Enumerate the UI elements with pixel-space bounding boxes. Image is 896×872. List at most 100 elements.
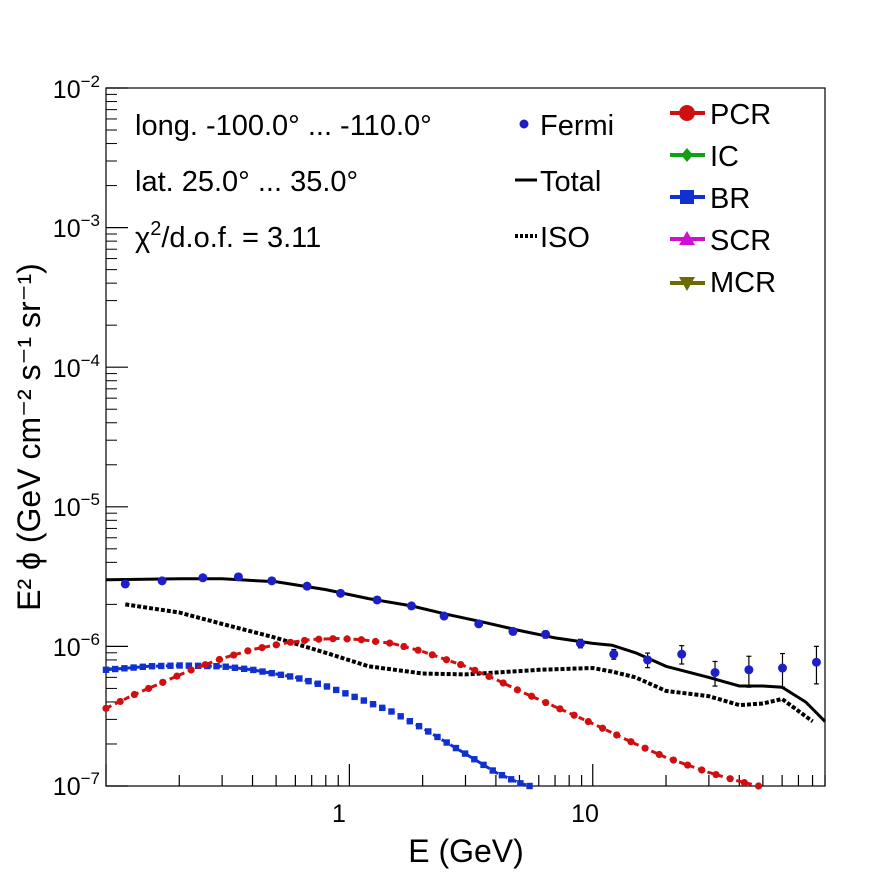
latitude-annotation: lat. 25.0° ... 35.0°: [135, 166, 358, 198]
y-tick-label: 10−2: [53, 72, 100, 104]
legend-fermi-marker: [519, 119, 529, 129]
series-iso-line: [125, 602, 814, 724]
pcr-marker: [669, 756, 678, 764]
y-tick-marks: [106, 87, 128, 787]
x-tick-label: 10: [571, 800, 599, 828]
fermi-point: [439, 611, 449, 621]
br-marker: [406, 718, 414, 725]
x-tick-label: 1: [332, 800, 346, 828]
y-tick-label: 10−5: [53, 490, 100, 522]
br-marker: [305, 677, 312, 685]
br-marker: [517, 780, 524, 787]
y-tick-labels: 10−7 10−6 10−5 10−4 10−3 10−2: [53, 72, 100, 801]
y-tick-label: 10−4: [53, 351, 100, 383]
br-marker: [296, 675, 303, 682]
br-marker: [498, 771, 506, 779]
legend-mcr-marker: [679, 277, 695, 291]
pcr-marker: [414, 646, 422, 654]
br-marker: [480, 761, 487, 769]
br-marker: [240, 665, 248, 673]
fermi-point: [157, 576, 167, 586]
pcr-marker: [201, 661, 209, 669]
fermi-point: [198, 573, 208, 583]
pcr-marker: [754, 782, 763, 790]
fermi-point: [336, 588, 346, 598]
series-total-line: [105, 577, 827, 723]
pcr-marker: [556, 705, 564, 713]
chi2-annotation: χ2/d.o.f. = 3.11: [135, 218, 321, 254]
br-marker: [351, 693, 358, 701]
br-marker: [185, 662, 193, 669]
y-tick-label: 10−6: [53, 630, 100, 662]
fermi-point: [811, 657, 821, 667]
legend-pcr: PCR: [670, 99, 771, 131]
pcr-marker: [116, 697, 124, 706]
pcr-marker: [584, 717, 592, 726]
legend-pcr-marker: [679, 105, 695, 121]
br-marker: [222, 663, 229, 670]
pcr-marker: [513, 686, 521, 694]
fermi-point: [744, 665, 754, 675]
pcr-marker: [286, 638, 295, 646]
br-marker: [443, 739, 450, 746]
fermi-point: [302, 581, 312, 591]
fermi-point: [777, 663, 787, 673]
legend-total: Total: [515, 166, 601, 198]
pcr-marker: [613, 731, 621, 739]
br-marker: [526, 782, 533, 790]
pcr-marker: [442, 656, 451, 664]
br-marker: [148, 663, 156, 670]
br-marker: [213, 663, 220, 670]
br-marker: [397, 713, 404, 720]
legend-ic-label: IC: [710, 141, 739, 173]
pcr-marker: [712, 770, 720, 779]
y-axis-title: E² ϕ (GeV cm⁻² s⁻¹ sr⁻¹): [11, 263, 47, 611]
br-marker: [268, 669, 275, 677]
x-tick-marks: [105, 764, 826, 786]
pcr-marker: [386, 639, 394, 647]
pcr-marker: [684, 761, 692, 769]
br-marker: [286, 673, 294, 680]
pcr-marker: [130, 690, 138, 699]
fermi-point: [643, 655, 653, 665]
pcr-marker: [173, 672, 181, 680]
legend-mcr: MCR: [670, 267, 776, 299]
longitude-annotation: long. -100.0° ... -110.0°: [135, 110, 432, 142]
pcr-marker: [570, 711, 578, 719]
br-marker: [231, 664, 239, 671]
pcr-marker: [542, 698, 550, 707]
pcr-marker: [301, 636, 309, 645]
pcr-marker: [230, 651, 238, 659]
fermi-point: [474, 619, 484, 629]
pcr-marker: [357, 636, 365, 644]
x-axis-title: E (GeV): [408, 833, 524, 869]
br-marker: [250, 666, 257, 674]
pcr-marker: [343, 635, 351, 643]
fermi-point: [609, 649, 619, 659]
legend-iso-label: ISO: [540, 222, 590, 254]
br-marker: [388, 708, 395, 715]
fermi-points: [120, 572, 821, 688]
br-marker: [434, 733, 441, 741]
br-marker: [425, 728, 432, 735]
br-marker: [139, 663, 147, 671]
pcr-marker: [272, 641, 280, 649]
series-pcr-line: [105, 636, 759, 788]
br-marker: [471, 756, 478, 763]
br-marker: [112, 665, 119, 673]
legend-br: BR: [670, 183, 750, 215]
pcr-marker: [641, 744, 649, 752]
pcr-marker: [215, 655, 224, 664]
pcr-marker: [457, 661, 465, 669]
pcr-marker: [627, 738, 635, 746]
legend-fermi-label: Fermi: [540, 110, 614, 142]
legend-ic: IC: [670, 141, 739, 173]
pcr-marker: [428, 651, 436, 659]
pcr-marker: [740, 778, 748, 787]
pcr-marker: [102, 704, 110, 712]
pcr-marker: [329, 635, 337, 643]
pcr-marker: [187, 666, 195, 674]
br-marker: [379, 704, 386, 712]
br-marker: [314, 680, 321, 687]
